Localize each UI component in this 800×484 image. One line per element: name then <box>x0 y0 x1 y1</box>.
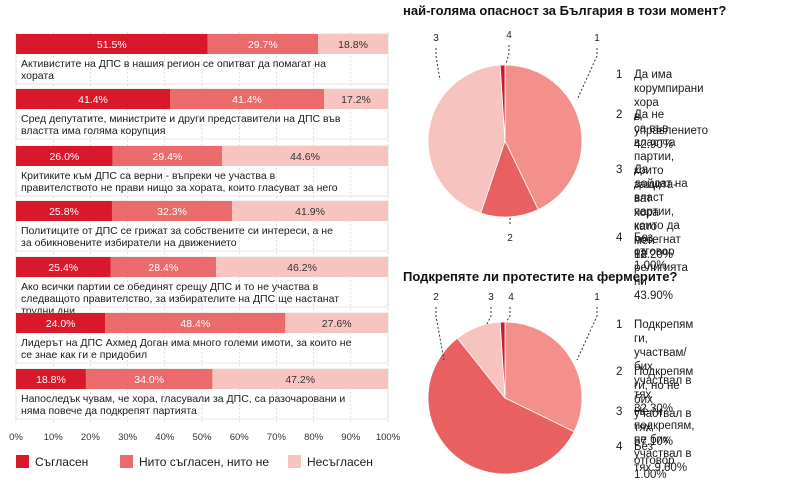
stacked-bar-chart: 51.5% 29.7% 18.8% Активистите на ДПС в наши… <box>9 32 400 443</box>
leader-line <box>435 48 441 81</box>
category-label: властта има голяма корупция <box>21 125 165 137</box>
bar-segment <box>16 34 208 54</box>
bar-segment <box>222 146 388 166</box>
bar-value-label: 29.7% <box>248 39 278 51</box>
bar-value-label: 26.0% <box>49 151 79 163</box>
bar-segment <box>16 89 171 109</box>
bar-segment <box>216 257 388 277</box>
category-label: Сред депутатите, министрите и други пред… <box>21 113 341 125</box>
pie-slice-2 <box>480 139 539 218</box>
leader-line <box>576 48 598 101</box>
bar-value-label: 48.4% <box>180 318 210 330</box>
pie-slice-3 <box>427 64 506 214</box>
bar-value-label: 17.2% <box>341 94 371 106</box>
leader-line <box>505 45 510 65</box>
pie-slice-2 <box>427 337 575 475</box>
x-tick-label: 90% <box>341 432 361 443</box>
bar-segment <box>170 89 325 109</box>
bar-value-label: 25.4% <box>48 262 78 274</box>
category-label: се знае как ги е придобил <box>21 349 147 361</box>
pie-slice-3 <box>456 321 506 400</box>
bar-value-label: 46.2% <box>287 262 317 274</box>
legend-neutral: Нито съгласен, нито не <box>120 455 269 469</box>
legend-agree: Съгласен <box>16 455 88 469</box>
bar-value-label: 34.0% <box>134 374 164 386</box>
bar-value-label: 27.6% <box>322 318 352 330</box>
bar-value-label: 32.3% <box>157 206 187 218</box>
pie2-label-3: 3 <box>488 292 494 303</box>
pie1-label-3: 3 <box>433 33 439 44</box>
x-tick-label: 30% <box>118 432 138 443</box>
category-label: Напоследък чувам, че хора, гласували за … <box>21 393 345 405</box>
pie1-label-2: 2 <box>507 233 513 244</box>
leader-line <box>435 307 445 361</box>
category-label: хората <box>21 70 54 82</box>
category-label: следващото правителство, за избирателите… <box>21 293 339 305</box>
bar-value-label: 41.4% <box>78 94 108 106</box>
bar-segment <box>285 313 388 333</box>
bar-segment <box>232 201 388 221</box>
category-label: няма повече да подкрепят партията <box>21 405 197 417</box>
x-tick-label: 100% <box>376 432 400 443</box>
bar-segment <box>318 34 388 54</box>
bar-segment <box>16 146 113 166</box>
leader-line <box>576 307 598 361</box>
x-tick-label: 10% <box>44 432 64 443</box>
bar-segment <box>16 201 112 221</box>
bar-value-label: 51.5% <box>97 39 127 51</box>
bar-segment <box>324 89 388 109</box>
bar-segment <box>207 34 319 54</box>
bar-value-label: 25.8% <box>49 206 79 218</box>
pie-slice-4 <box>499 64 506 142</box>
bar-segment <box>212 369 388 389</box>
legend-agree-swatch <box>16 455 29 468</box>
leader-line <box>485 307 492 327</box>
bar-segment <box>105 313 286 333</box>
bar-segment <box>85 369 213 389</box>
x-tick-label: 60% <box>230 432 250 443</box>
category-label: правителството не прави нищо за хората, … <box>21 182 338 194</box>
bar-value-label: 47.2% <box>285 374 315 386</box>
x-tick-label: 20% <box>81 432 101 443</box>
category-label: Активистите на ДПС в нашия регион се опи… <box>21 58 326 70</box>
pie-slice-1 <box>504 64 583 211</box>
pie-slice-4 <box>499 321 506 399</box>
leader-line <box>505 307 511 323</box>
bar-value-label: 41.9% <box>295 206 325 218</box>
bar-segment <box>16 313 106 333</box>
legend-disagree-swatch <box>288 455 301 468</box>
bar-segment <box>16 369 86 389</box>
legend-neutral-swatch <box>120 455 133 468</box>
category-label: за обикновените избиратели на движението <box>21 237 237 249</box>
bar-value-label: 24.0% <box>46 318 76 330</box>
bar-segment <box>112 146 223 166</box>
pie2-label-1: 1 <box>594 292 600 303</box>
pie1-title: най-голяма опасност за България в този м… <box>403 3 727 18</box>
x-tick-label: 80% <box>304 432 324 443</box>
bar-value-label: 44.6% <box>290 151 320 163</box>
category-label: Лидерът на ДПС Ахмед Доган има много гол… <box>21 337 352 349</box>
pie1-label-1: 1 <box>594 33 600 44</box>
x-tick-label: 0% <box>9 432 23 443</box>
category-label: Политиците от ДПС се грижат за собствени… <box>21 225 333 237</box>
bar-segment <box>111 201 233 221</box>
pie-slice-1 <box>504 321 583 433</box>
bar-value-label: 41.4% <box>232 94 262 106</box>
bar-value-label: 18.8% <box>36 374 66 386</box>
category-label: Ако всички партии се обединят срещу ДПС … <box>21 281 319 293</box>
bar-value-label: 18.8% <box>338 39 368 51</box>
bar-segment <box>110 257 217 277</box>
pie1-label-4: 4 <box>506 30 512 41</box>
category-label: Критиките към ДПС са верни - въпреки че … <box>21 170 276 182</box>
x-tick-label: 40% <box>155 432 175 443</box>
bar-segment <box>16 257 111 277</box>
x-tick-label: 50% <box>192 432 212 443</box>
bar-value-label: 28.4% <box>148 262 178 274</box>
pie2-label-2: 2 <box>433 292 439 303</box>
pie2-label-4: 4 <box>508 292 514 303</box>
bar-value-label: 29.4% <box>153 151 183 163</box>
legend-disagree: Несъгласен <box>288 455 373 469</box>
pie2-title: Подкрепяте ли протестите на фермерите? <box>403 269 678 284</box>
x-tick-label: 70% <box>267 432 287 443</box>
